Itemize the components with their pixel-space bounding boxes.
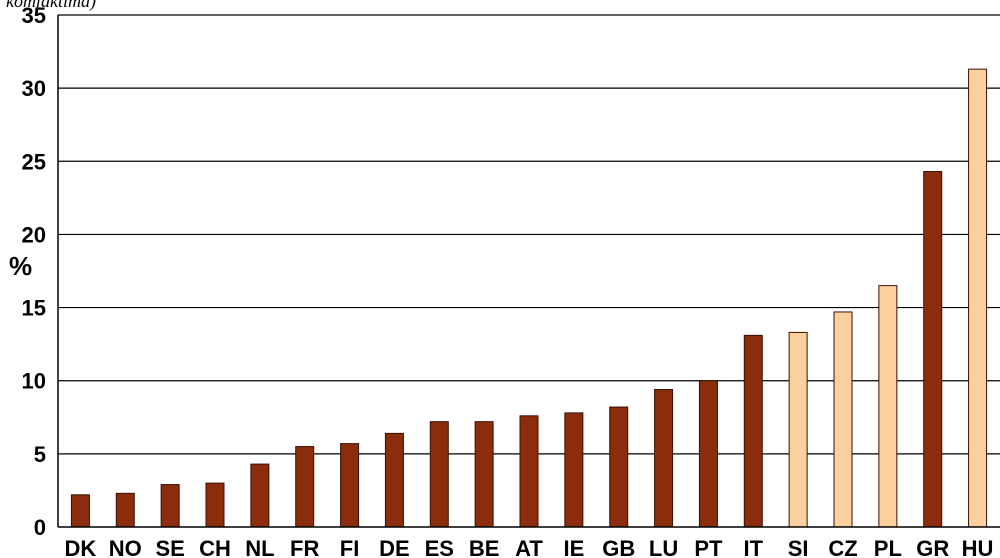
- x-tick-label: HU: [962, 536, 994, 558]
- x-tick-label: DE: [379, 536, 410, 558]
- bar-se: [160, 484, 180, 528]
- bar-es: [429, 421, 449, 528]
- bar-gr: [923, 171, 943, 528]
- x-tick-label: LU: [649, 536, 678, 558]
- x-tick-label: SI: [788, 536, 809, 558]
- x-tick-label: FI: [340, 536, 360, 558]
- bar-gb: [609, 406, 629, 528]
- bar-pl: [878, 285, 898, 528]
- x-tick-label: NL: [245, 536, 274, 558]
- bar-it: [743, 334, 763, 528]
- truncated-header-text: komfaktima): [6, 0, 96, 11]
- x-tick-label: DK: [65, 536, 97, 558]
- bar-de: [384, 432, 404, 528]
- y-tick-label: 35: [22, 3, 46, 28]
- bar-ie: [564, 412, 584, 528]
- x-tick-label: SE: [155, 536, 184, 558]
- x-tick-label: IT: [744, 536, 764, 558]
- grid-lines: [58, 14, 1000, 455]
- y-tick-label: 10: [22, 369, 46, 394]
- x-tick-label: ES: [425, 536, 454, 558]
- x-tick-label: GR: [916, 536, 949, 558]
- bar-pt: [698, 380, 718, 528]
- x-tick-label: BE: [469, 536, 500, 558]
- y-tick-label: 25: [22, 149, 46, 174]
- bar-ch: [205, 482, 225, 528]
- x-tick-label: CZ: [828, 536, 857, 558]
- bar-at: [519, 415, 539, 528]
- bar-cz: [833, 311, 853, 528]
- x-tick-label: IE: [563, 536, 584, 558]
- y-axis-label: %: [9, 251, 32, 281]
- bar-no: [115, 492, 135, 528]
- x-tick-label: FR: [290, 536, 319, 558]
- y-tick-labels: 0 5 10 15 20 25 30 35: [22, 3, 46, 540]
- x-tick-label: PL: [874, 536, 902, 558]
- y-tick-label: 5: [34, 442, 46, 467]
- x-category-labels: DK NO SE CH NL FR FI DE ES BE AT IE GB LU PT IT SI CZ PL GR…: [65, 536, 994, 558]
- y-tick-label: 20: [22, 222, 46, 247]
- bar-nl: [250, 463, 270, 528]
- bar-si: [788, 331, 808, 528]
- x-tick-label: NO: [109, 536, 142, 558]
- x-tick-label: PT: [694, 536, 723, 558]
- x-tick-label: AT: [515, 536, 543, 558]
- bars: [70, 68, 988, 528]
- y-tick-label: 30: [22, 76, 46, 101]
- bar-hu: [968, 68, 988, 528]
- axes: [57, 15, 1000, 528]
- y-tick-label: 0: [34, 515, 46, 540]
- bar-be: [474, 421, 494, 528]
- bar-fi: [340, 443, 360, 528]
- y-tick-label: 15: [22, 296, 46, 321]
- x-tick-label: CH: [199, 536, 231, 558]
- bar-fr: [295, 446, 315, 528]
- x-tick-label: GB: [602, 536, 635, 558]
- bar-lu: [654, 388, 674, 528]
- bar-dk: [70, 494, 90, 528]
